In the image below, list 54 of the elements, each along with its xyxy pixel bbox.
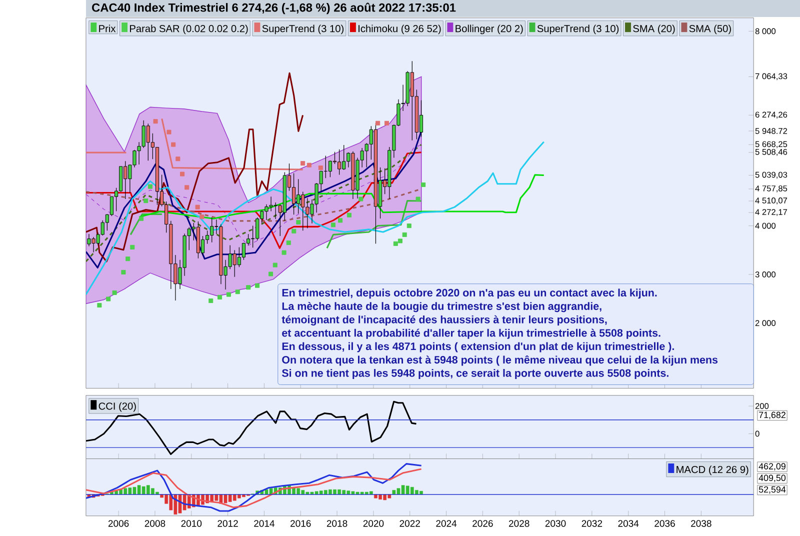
x-tick-label: 2014 — [254, 520, 275, 528]
legend-label: CCI (20) — [98, 402, 136, 412]
y-tick-label: 5 668,25 — [755, 141, 788, 148]
y-tick-label: 6 274,26 — [755, 112, 788, 119]
y-tick-label: 5 508,46 — [755, 149, 788, 156]
y-tick-label: 4 000 — [755, 223, 776, 229]
y-tick-label: 7 064,33 — [755, 74, 788, 80]
y-tick-label: 2 000 — [755, 320, 776, 326]
y-tick-label: 5 948.72 — [755, 128, 788, 134]
text: 462,09 — [758, 463, 786, 471]
x-tick-label: 2028 — [508, 520, 530, 528]
y-tick-label: 3 000 — [755, 272, 776, 278]
x-tick-label: 2020 — [363, 520, 384, 528]
legend-label: SMA (50) — [689, 24, 731, 34]
annotation: La mèche haute de la bougie du trimestre s'est bien aggrandie, — [282, 302, 602, 312]
legend-label: SuperTrend (3 10) — [262, 24, 344, 34]
text: 52,594 — [758, 486, 786, 494]
x-tick-label: 2016 — [290, 520, 311, 528]
x-tick-label: 2022 — [400, 520, 420, 528]
legend-label: SuperTrend (3 10) — [537, 24, 619, 34]
x-tick-label: 2012 — [218, 520, 238, 528]
annotation: En trimestriel, depuis octobre 2020 on n'a pas eu un contact avec la kijun. — [282, 288, 657, 299]
legend-label: Parab SAR (0.02 0.02 0.2) — [130, 24, 248, 34]
legend-label: MACD (12 26 9) — [676, 466, 748, 476]
x-tick-label: 2010 — [181, 520, 202, 528]
y-tick-label: 4 757,85 — [755, 186, 788, 193]
y-tick-label: 5 039,03 — [755, 172, 788, 179]
text: 409,50 — [758, 474, 786, 482]
x-tick-label: 2034 — [618, 520, 639, 528]
y-tick-label: 4 510,07 — [755, 198, 788, 205]
annotation: On notera que la tenkan est à 5948 points ( le même niveau que celui de la kijun mens — [282, 356, 718, 366]
x-tick-label: 2038 — [691, 520, 712, 528]
chart-title: CAC40 Index Trimestriel 6 274,26 (-1,68 %) 26 août 2022 17:35:01 — [92, 3, 456, 14]
x-tick-label: 2032 — [582, 520, 602, 528]
x-tick-label: 2026 — [472, 520, 493, 528]
legend-label: SMA (20) — [633, 24, 675, 34]
y-tick-label: 4 272,17 — [755, 209, 788, 216]
x-tick-label: 2036 — [654, 520, 675, 528]
annotation: Si on ne tient pas les 5948 points, ce serait la porte ouverte aus 5508 points. — [282, 369, 668, 380]
x-tick-label: 2008 — [144, 520, 166, 528]
text: 71,682 — [759, 412, 786, 420]
x-tick-label: 2006 — [108, 520, 129, 528]
x-tick-label: 2030 — [545, 520, 566, 528]
legend-label: Ichimoku (9 26 52) — [358, 24, 441, 34]
x-tick-label: 2024 — [436, 520, 457, 528]
annotation: témoignant de l'incapacité des haussiers à tenir leurs positions, — [282, 316, 607, 326]
legend-label: Bollinger (20 2) — [456, 24, 523, 34]
y-tick-label: 0 — [755, 431, 760, 437]
legend-label: Prix — [99, 24, 116, 32]
y-tick-label: 8 000 — [755, 28, 776, 34]
x-tick-label: 2018 — [326, 520, 348, 528]
annotation: En dessous, il y a les 4871 points ( extension d'un plat de kijun trimestrielle ). — [282, 342, 674, 352]
y-tick-label: 200 — [755, 403, 769, 410]
annotation: et accentuant la probabilité d'aller taper la kijun trimestrielle à 5508 points. — [282, 329, 660, 340]
